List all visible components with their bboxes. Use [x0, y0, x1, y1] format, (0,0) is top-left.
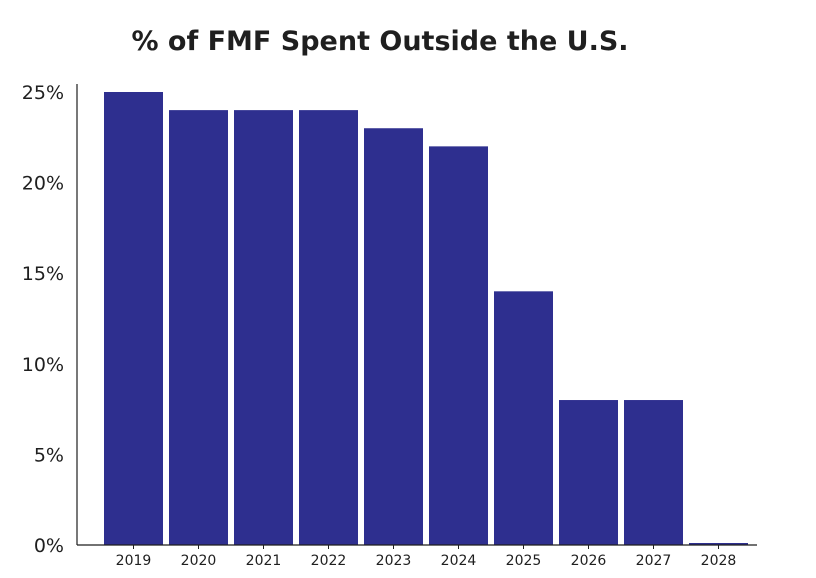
x-tick-label: 2020	[181, 553, 217, 569]
x-tick-label: 2023	[376, 553, 412, 569]
x-tick-label: 2021	[246, 553, 282, 569]
x-tick-label: 2025	[506, 553, 542, 569]
x-tick-label: 2028	[701, 553, 737, 569]
bar-2028	[689, 543, 748, 545]
bar-2021	[234, 110, 293, 546]
y-axis-ticks: 0% 5% 10% 15% 20% 25%	[22, 82, 64, 557]
x-tick-label: 2024	[441, 553, 477, 569]
bar-2020	[169, 110, 228, 546]
bar-2023	[364, 128, 423, 546]
y-tick-label: 25%	[22, 82, 64, 104]
bar-2027	[624, 400, 683, 545]
y-tick-label: 20%	[22, 173, 64, 195]
y-tick-label: 15%	[22, 263, 64, 285]
y-tick-label: 5%	[34, 444, 64, 466]
bar-2026	[559, 400, 618, 545]
bar-2022	[299, 110, 358, 546]
y-tick-label: 10%	[22, 354, 64, 376]
bars-layer	[104, 92, 748, 546]
x-tick-label: 2022	[311, 553, 347, 569]
bar-2024	[429, 146, 488, 546]
bar-2019	[104, 92, 163, 545]
chart-title: % of FMF Spent Outside the U.S.	[131, 26, 629, 57]
x-tick-label: 2019	[116, 553, 152, 569]
x-axis-ticks: 2019 2020 2021 2022 2023 2024 2025 2026 2027 2028	[116, 545, 737, 569]
y-tick-label: 0%	[34, 535, 64, 557]
x-tick-label: 2027	[636, 553, 672, 569]
bar-2025	[494, 291, 553, 545]
x-tick-label: 2026	[571, 553, 607, 569]
